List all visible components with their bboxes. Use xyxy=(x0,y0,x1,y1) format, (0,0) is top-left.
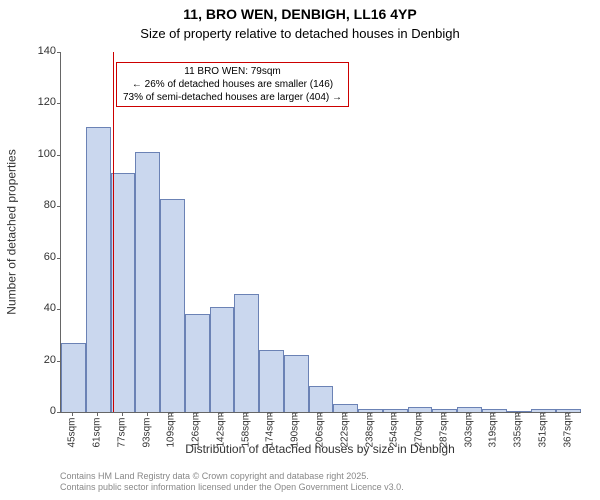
histogram-bar xyxy=(160,199,185,412)
histogram-bar xyxy=(135,152,160,412)
x-tick-mark xyxy=(345,412,346,416)
x-tick-mark xyxy=(543,412,544,416)
y-tick-label: 20 xyxy=(0,354,56,366)
histogram-bar xyxy=(259,350,284,412)
y-tick-label: 120 xyxy=(0,96,56,108)
histogram-bar xyxy=(234,294,259,412)
histogram-bar xyxy=(210,307,235,412)
histogram-bar xyxy=(61,343,86,412)
footer: Contains HM Land Registry data © Crown c… xyxy=(60,471,404,494)
y-tick-label: 140 xyxy=(0,45,56,57)
histogram-bar xyxy=(309,386,334,412)
histogram-bar xyxy=(333,404,358,412)
x-tick-mark xyxy=(72,412,73,416)
y-tick-label: 60 xyxy=(0,251,56,263)
x-tick-mark xyxy=(196,412,197,416)
x-tick-mark xyxy=(493,412,494,416)
x-tick-mark xyxy=(246,412,247,416)
x-tick-mark xyxy=(394,412,395,416)
footer-line-1: Contains HM Land Registry data © Crown c… xyxy=(60,471,404,483)
x-tick-mark xyxy=(469,412,470,416)
histogram-bar xyxy=(284,355,309,412)
histogram-bar xyxy=(111,173,136,412)
callout-box: 11 BRO WEN: 79sqm ← 26% of detached hous… xyxy=(116,62,349,107)
callout-line-2: ← 26% of detached houses are smaller (14… xyxy=(123,78,342,91)
y-tick-label: 0 xyxy=(0,405,56,417)
x-tick-mark xyxy=(419,412,420,416)
plot-area: 11 BRO WEN: 79sqm ← 26% of detached hous… xyxy=(60,52,581,413)
x-tick-mark xyxy=(221,412,222,416)
x-axis-label: Distribution of detached houses by size … xyxy=(60,442,580,456)
x-tick-mark xyxy=(568,412,569,416)
x-tick-mark xyxy=(295,412,296,416)
chart-subtitle: Size of property relative to detached ho… xyxy=(0,26,600,41)
reference-line xyxy=(113,52,114,412)
x-tick-mark xyxy=(518,412,519,416)
x-tick-mark xyxy=(171,412,172,416)
histogram-bar xyxy=(185,314,210,412)
x-tick-mark xyxy=(97,412,98,416)
chart-title: 11, BRO WEN, DENBIGH, LL16 4YP xyxy=(0,6,600,22)
x-tick-mark xyxy=(444,412,445,416)
x-tick-mark xyxy=(122,412,123,416)
callout-line-1: 11 BRO WEN: 79sqm xyxy=(123,65,342,78)
x-tick-mark xyxy=(147,412,148,416)
callout-line-3: 73% of semi-detached houses are larger (… xyxy=(123,91,342,104)
y-tick-label: 40 xyxy=(0,302,56,314)
x-tick-mark xyxy=(320,412,321,416)
x-tick-mark xyxy=(370,412,371,416)
y-axis-label: Number of detached properties xyxy=(5,149,19,314)
x-tick-mark xyxy=(270,412,271,416)
histogram-bar xyxy=(86,127,111,412)
footer-line-2: Contains public sector information licen… xyxy=(60,482,404,494)
y-tick-label: 80 xyxy=(0,199,56,211)
y-tick-label: 100 xyxy=(0,148,56,160)
